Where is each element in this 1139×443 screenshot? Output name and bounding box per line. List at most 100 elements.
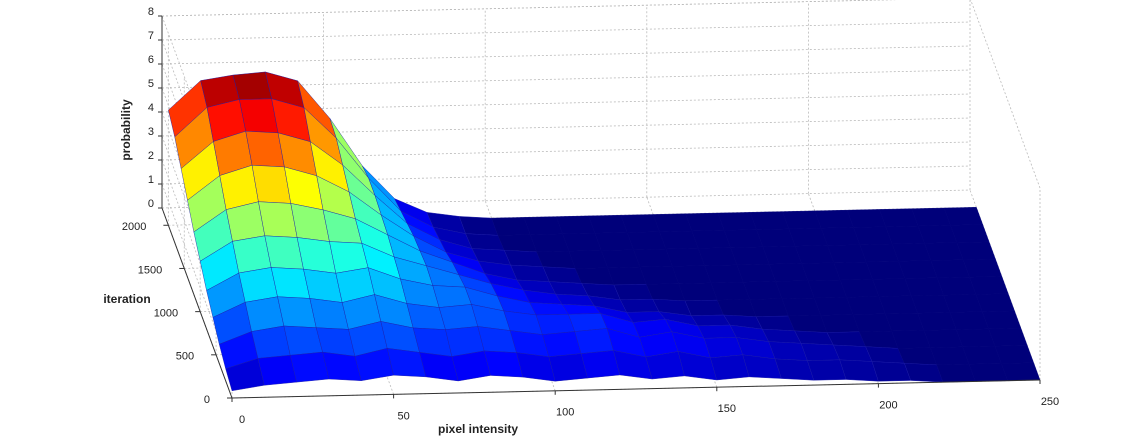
y-tick-label: 1500 xyxy=(138,264,162,276)
surface-cell xyxy=(962,345,1002,365)
surface-cell xyxy=(697,324,737,339)
surface-cell xyxy=(1000,362,1041,381)
surface-cell xyxy=(904,277,944,297)
surface-cell xyxy=(839,278,880,298)
surface-cell xyxy=(865,260,906,280)
surface-cell xyxy=(568,250,608,269)
y-tick-label: 500 xyxy=(176,351,194,363)
surface-cell xyxy=(788,227,828,247)
surface-cell xyxy=(749,298,789,317)
surface-cell xyxy=(678,282,718,302)
surface-cell xyxy=(626,231,667,250)
surface-cell xyxy=(807,359,847,381)
surface-cell xyxy=(962,258,1003,278)
x-tick-label: 150 xyxy=(718,403,736,415)
surface-cell xyxy=(782,210,822,230)
y-axis-label: iteration xyxy=(103,292,150,306)
surface-cell xyxy=(710,354,750,381)
surface-cell xyxy=(950,224,990,243)
surface-cell xyxy=(588,214,628,234)
grid-line xyxy=(161,165,971,185)
surface-cell xyxy=(438,304,479,330)
y-tick-label: 1000 xyxy=(154,308,178,320)
surface-cell xyxy=(936,276,977,296)
surface-cell xyxy=(703,337,744,359)
surface-cell xyxy=(749,211,790,230)
grid-line xyxy=(161,117,971,137)
surface-cell xyxy=(846,209,887,228)
surface-cell xyxy=(923,329,963,348)
surface-cell xyxy=(289,351,330,383)
surface-cell xyxy=(251,325,291,359)
surface-cell xyxy=(826,331,867,347)
surface-cell xyxy=(717,212,757,231)
surface-cell xyxy=(852,313,892,333)
surface-cell xyxy=(955,328,996,348)
surface-cell xyxy=(956,241,996,261)
grid-line xyxy=(161,69,971,89)
surface-cell xyxy=(884,312,925,332)
surface-cell xyxy=(768,263,809,282)
surface-cell xyxy=(975,293,1015,312)
surface-cell xyxy=(794,245,835,264)
surface-cell xyxy=(536,250,576,269)
surface-cell xyxy=(930,259,970,279)
surface-cell xyxy=(665,248,705,267)
surface-cell xyxy=(716,299,757,317)
surface-cell xyxy=(813,296,854,316)
z-tick-label: 0 xyxy=(148,198,154,210)
surface-cell xyxy=(238,267,278,303)
surface-cell xyxy=(917,225,958,244)
surface-cell xyxy=(257,355,297,386)
z-tick-label: 8 xyxy=(148,6,154,18)
surface-cell xyxy=(969,276,1009,295)
surface-cell xyxy=(827,244,867,263)
surface-cell xyxy=(859,243,899,263)
surface-cell xyxy=(891,243,932,262)
surface-cell xyxy=(697,247,738,266)
surface-cell xyxy=(491,217,531,236)
surface-cell xyxy=(710,281,750,301)
surface-cell xyxy=(781,297,821,317)
surface-cell xyxy=(232,71,273,100)
box-edge xyxy=(161,0,899,17)
surface-cell xyxy=(858,330,899,349)
z-tick-label: 4 xyxy=(148,102,154,114)
surface-cell xyxy=(542,331,582,357)
surface-cell xyxy=(924,242,964,261)
surface-cell xyxy=(574,328,614,354)
surface-cell xyxy=(730,246,770,266)
surface-cell xyxy=(787,314,828,333)
grid-line xyxy=(161,21,971,41)
surface-cell xyxy=(846,296,886,315)
z-axis-label: probability xyxy=(119,99,133,161)
surface-cell xyxy=(639,266,679,285)
surface-cell xyxy=(497,234,537,253)
surface-cell xyxy=(607,266,647,286)
surface-cell xyxy=(756,228,796,248)
z-tick-label: 2 xyxy=(148,150,154,162)
surface-cell xyxy=(755,315,796,332)
surface-cell xyxy=(620,214,660,233)
surface-cell xyxy=(619,298,660,313)
y-axis xyxy=(161,207,233,399)
surface-cell xyxy=(600,249,641,268)
z-tick-label: 5 xyxy=(148,78,154,90)
surface-cell xyxy=(936,363,976,383)
surface-cell xyxy=(562,232,602,252)
surface-cell xyxy=(244,296,285,332)
surface-cell xyxy=(684,299,725,316)
surface-cell xyxy=(451,350,491,382)
surface-cell xyxy=(801,262,841,281)
surface-cell xyxy=(580,350,621,379)
surface-cell xyxy=(704,264,744,284)
surface-cell xyxy=(736,263,776,283)
surface-cell xyxy=(910,294,951,314)
x-axis xyxy=(231,379,1041,399)
grid-line xyxy=(161,189,971,209)
surface-cell xyxy=(775,280,815,299)
y-tick-label: 2000 xyxy=(122,221,146,233)
surface-cell xyxy=(943,207,984,226)
surface-cell xyxy=(949,311,989,330)
surface-cell xyxy=(994,345,1034,364)
